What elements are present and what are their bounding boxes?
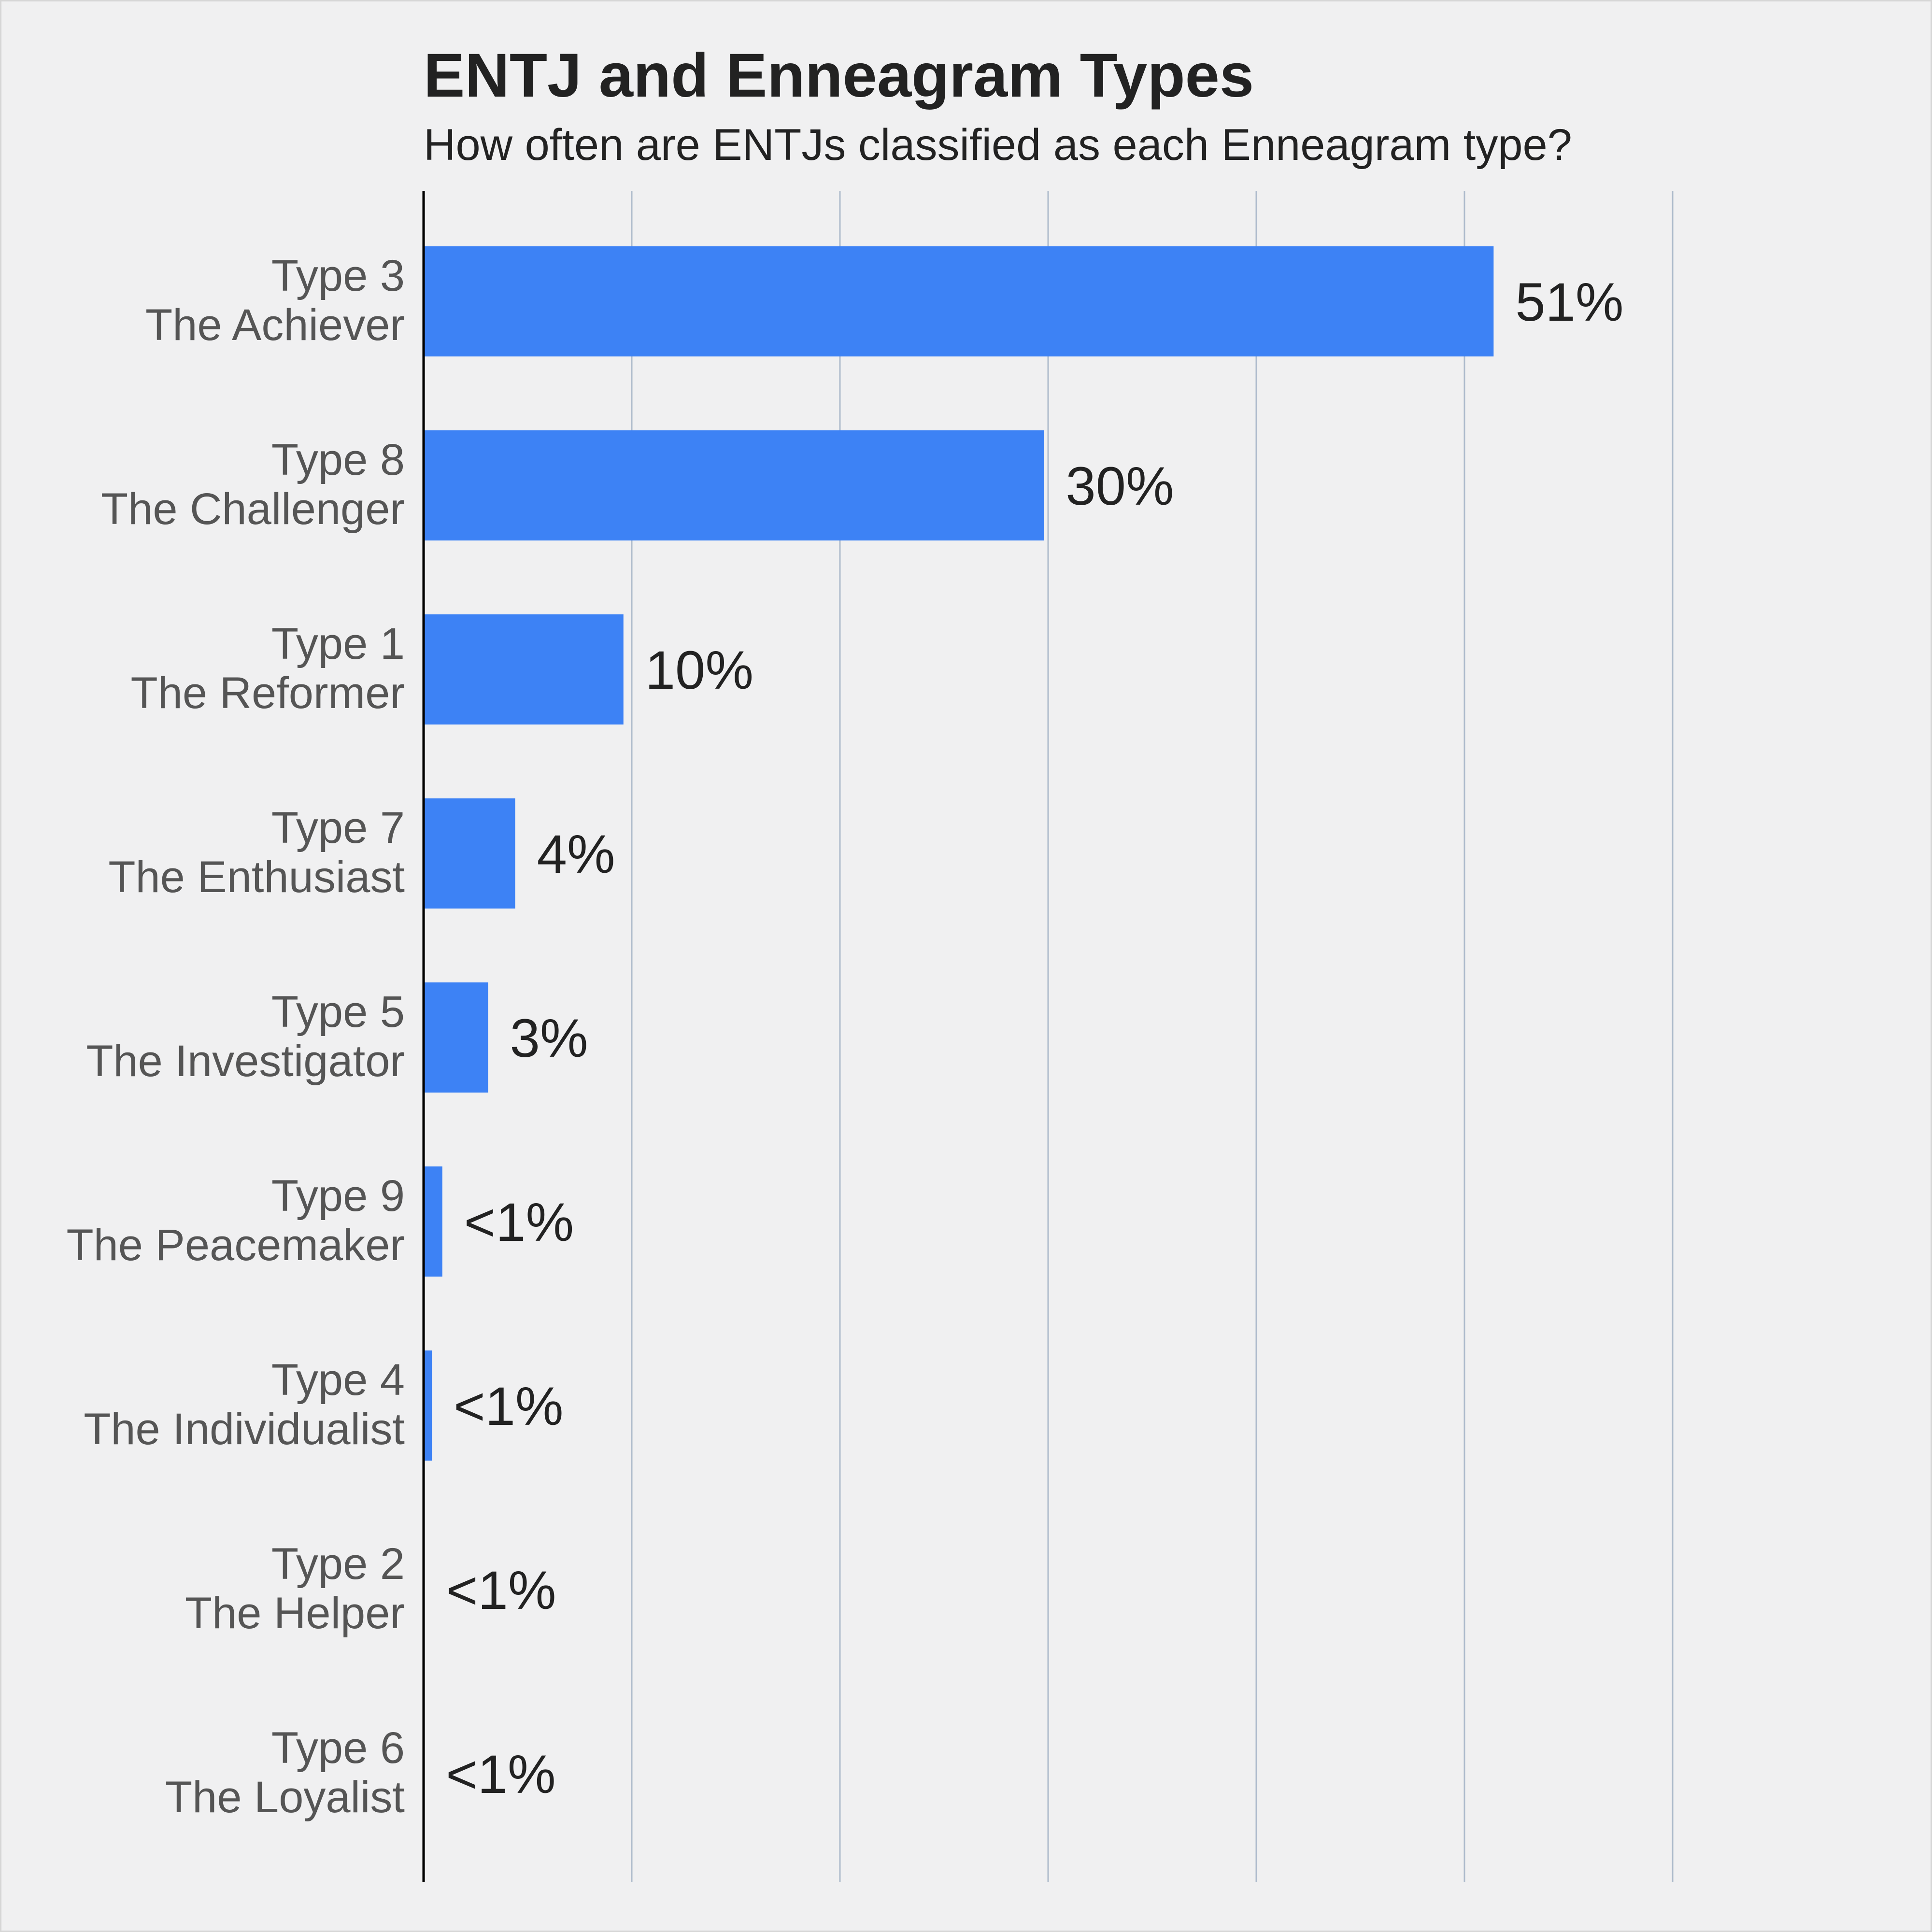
value-label: 4%	[537, 824, 615, 884]
category-type-label: Type 5	[271, 987, 405, 1037]
bar	[424, 798, 515, 909]
category-type-label: Type 2	[271, 1539, 405, 1589]
chart-subtitle: How often are ENTJs classified as each E…	[424, 120, 1572, 170]
value-label: <1%	[464, 1192, 574, 1252]
bar	[424, 1166, 442, 1277]
bar	[424, 1350, 432, 1461]
category-type-label: Type 1	[271, 619, 405, 668]
value-label: 10%	[645, 640, 753, 700]
value-label: 3%	[510, 1008, 588, 1068]
category-name-label: The Individualist	[84, 1405, 405, 1454]
gridlines	[631, 191, 1674, 1882]
bar	[424, 614, 624, 724]
category-name-label: The Enthusiast	[108, 852, 405, 902]
category-type-label: Type 6	[271, 1723, 405, 1773]
value-label: <1%	[454, 1376, 563, 1436]
category-name-label: The Reformer	[131, 668, 405, 718]
category-type-label: Type 3	[271, 251, 405, 300]
bar	[424, 430, 1044, 540]
category-type-label: Type 8	[271, 435, 405, 484]
category-name-label: The Peacemaker	[66, 1221, 405, 1270]
value-label: 51%	[1515, 272, 1623, 332]
value-label: <1%	[446, 1744, 555, 1804]
value-label: <1%	[446, 1560, 556, 1620]
category-name-label: The Helper	[185, 1589, 405, 1638]
category-type-label: Type 7	[271, 803, 405, 852]
chart-title: ENTJ and Enneagram Types	[424, 41, 1254, 110]
category-name-label: The Achiever	[145, 300, 405, 350]
bar	[424, 982, 488, 1093]
bar	[424, 246, 1494, 356]
category-name-label: The Loyalist	[165, 1773, 405, 1822]
category-name-label: The Challenger	[101, 484, 405, 534]
category-type-label: Type 9	[271, 1171, 405, 1221]
value-label: 30%	[1065, 456, 1174, 516]
bars	[424, 246, 1494, 1829]
category-type-label: Type 4	[271, 1355, 405, 1405]
category-name-label: The Investigator	[86, 1037, 405, 1086]
